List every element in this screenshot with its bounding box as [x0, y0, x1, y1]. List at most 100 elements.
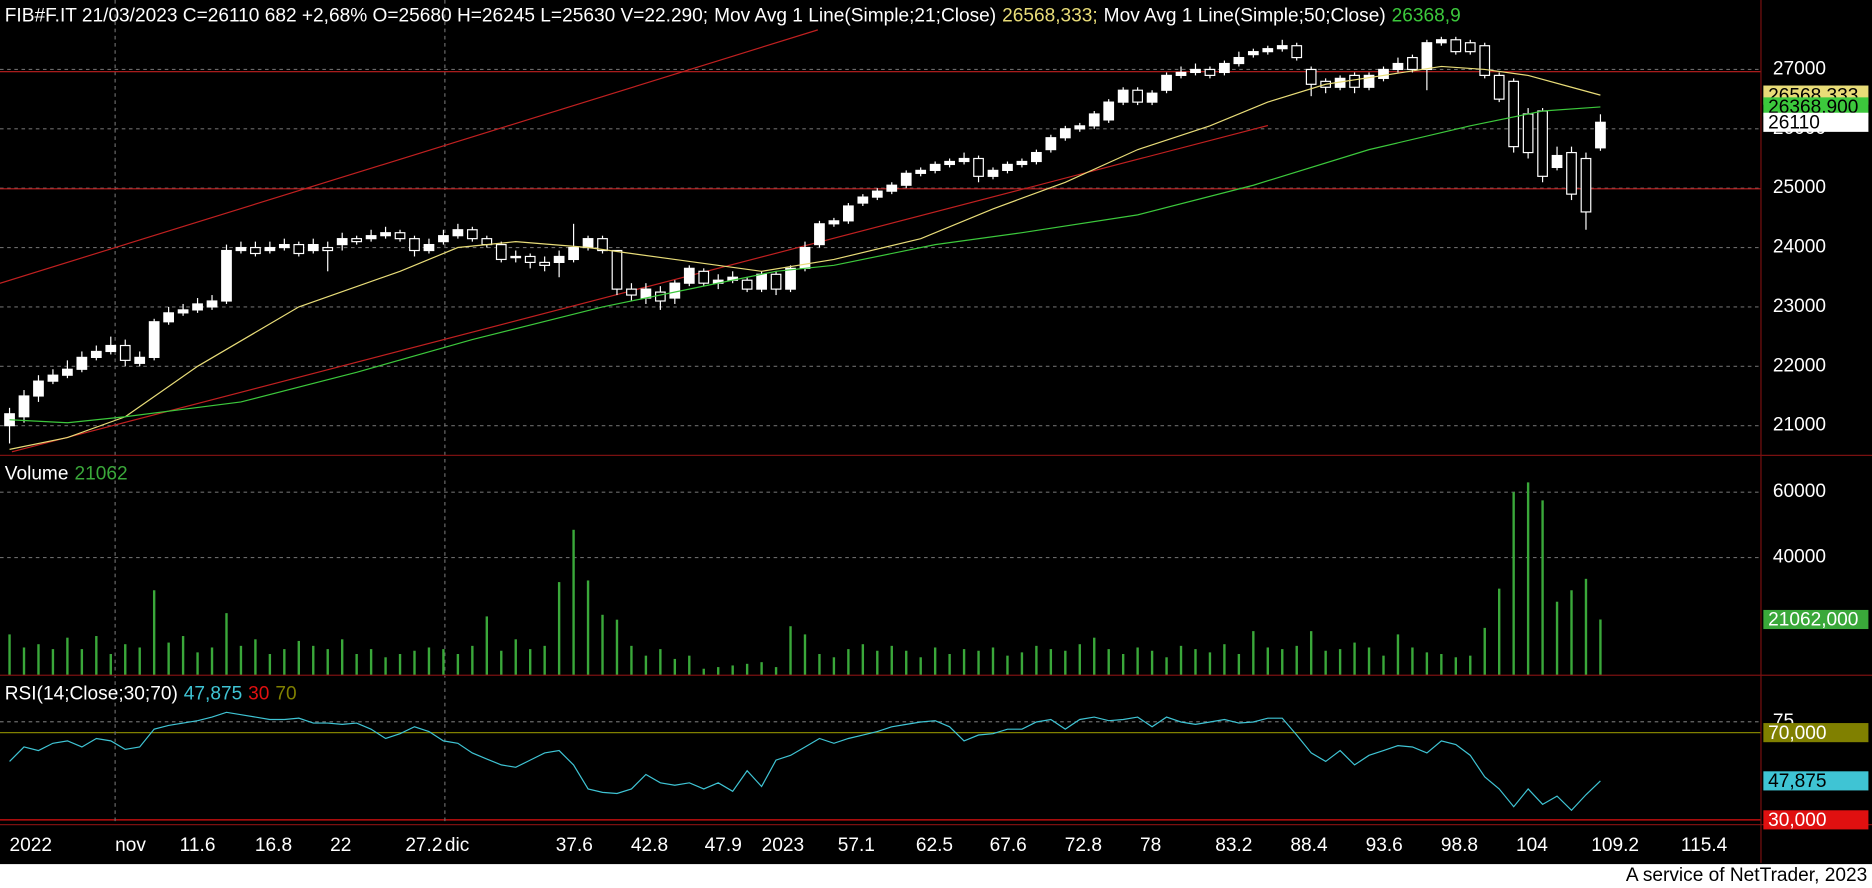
legend-item: Mov Avg 1 Line(Simple;50;Close): [1104, 6, 1386, 27]
volume-bar: [210, 647, 214, 676]
volume-bar: [572, 529, 575, 676]
volume-bar: [1194, 649, 1197, 676]
candle-body: [119, 344, 131, 361]
candle-body: [1088, 113, 1100, 127]
volume-bar: [1136, 647, 1139, 676]
volume-bar: [413, 650, 416, 676]
candle-body: [886, 184, 898, 192]
volume-bar: [1570, 590, 1573, 676]
candle-body: [394, 232, 406, 240]
candle-body: [640, 288, 652, 299]
volume-bar: [1411, 647, 1414, 676]
candle-body: [1161, 74, 1172, 91]
value-box-label: 70,000: [1768, 723, 1826, 744]
volume-bar: [384, 657, 387, 676]
marks-layer: [4, 36, 1606, 812]
candle-body: [1392, 62, 1404, 71]
x-tick-label: 2022: [10, 835, 52, 856]
volume-bar: [514, 639, 517, 676]
volume-bar: [1454, 657, 1458, 676]
x-tick-label: 62.5: [916, 835, 953, 856]
candle-body: [1407, 56, 1418, 71]
candle-body: [105, 344, 117, 353]
x-tick-label: 109.2: [1591, 835, 1639, 856]
volume-bar: [109, 654, 112, 676]
volume-bar: [1107, 649, 1110, 676]
candle-body: [1537, 110, 1548, 177]
candle-body: [582, 238, 594, 249]
volume-bar: [933, 647, 937, 676]
volume-bar: [1150, 650, 1154, 676]
volume-bar: [1309, 631, 1313, 676]
volume-bar: [51, 649, 55, 676]
volume-bar: [644, 655, 648, 676]
x-tick-label: 67.6: [990, 835, 1027, 856]
x-tick-label: 98.8: [1441, 835, 1478, 856]
candle-body: [307, 243, 319, 252]
candle-body: [1580, 157, 1592, 213]
x-tick-label: 11.6: [180, 835, 216, 856]
candle-body: [1450, 39, 1462, 53]
y-tick-label: 23000: [1773, 296, 1826, 317]
candle-body: [1132, 89, 1144, 103]
candle-body: [1146, 92, 1158, 103]
volume-bar: [1020, 652, 1024, 676]
volume-bar: [283, 649, 286, 676]
x-tick-label: 42.8: [631, 835, 668, 856]
candle-body: [76, 356, 88, 370]
candle-body: [944, 160, 955, 166]
footer-bar: [0, 864, 1872, 888]
candle-body: [278, 243, 290, 249]
x-tick-label: 16.8: [255, 835, 292, 856]
volume-bar: [847, 649, 850, 676]
candle-body: [163, 312, 175, 323]
candle-body: [1117, 89, 1129, 103]
volume-bar: [1208, 652, 1212, 676]
volume-bar: [8, 634, 11, 676]
volume-bar: [398, 654, 402, 676]
volume-bar: [688, 655, 691, 676]
volume-bar: [760, 662, 763, 676]
candle-body: [524, 255, 536, 264]
candle-body: [1002, 163, 1013, 171]
volume-bar: [66, 637, 69, 676]
value-box: [1763, 112, 1869, 132]
x-tick-label: 88.4: [1290, 835, 1328, 856]
volume-bar: [37, 644, 40, 676]
candle-body: [466, 229, 478, 240]
volume-bar: [948, 654, 951, 676]
volume-bar: [1324, 650, 1327, 676]
candle-body: [553, 255, 565, 264]
volume-bar: [427, 647, 431, 676]
volume-bar: [1396, 634, 1400, 676]
volume-bar: [1541, 500, 1544, 676]
candle-body: [221, 249, 232, 302]
volume-bar: [977, 650, 980, 676]
candle-body: [264, 246, 276, 252]
volume-bar: [181, 636, 185, 676]
candle-body: [1074, 125, 1086, 130]
volume-bar: [832, 657, 836, 676]
volume-bar: [239, 645, 243, 676]
value-box-label: 21062,000: [1768, 610, 1858, 631]
x-tick-label: 78: [1140, 835, 1161, 856]
candle-body: [539, 261, 551, 266]
candle-body: [1595, 121, 1606, 149]
candle-body: [1464, 42, 1476, 53]
volume-bar: [673, 658, 677, 676]
volume-bar: [1555, 601, 1559, 676]
volume-bar: [745, 663, 749, 676]
volume-bar: [529, 649, 532, 676]
candle-body: [1566, 151, 1577, 195]
volume-bar: [167, 642, 170, 676]
volume-bar: [876, 650, 879, 676]
candle-body: [452, 229, 464, 237]
volume-bar: [1425, 652, 1429, 676]
candle-body: [973, 157, 984, 177]
volume-bar: [1338, 649, 1342, 676]
legend: FIB#F.IT 21/03/2023 C=26110 682 +2,68% O…: [5, 6, 1461, 27]
candle-body: [1522, 113, 1534, 154]
candle-body: [1175, 71, 1187, 76]
candle-body: [235, 246, 247, 252]
